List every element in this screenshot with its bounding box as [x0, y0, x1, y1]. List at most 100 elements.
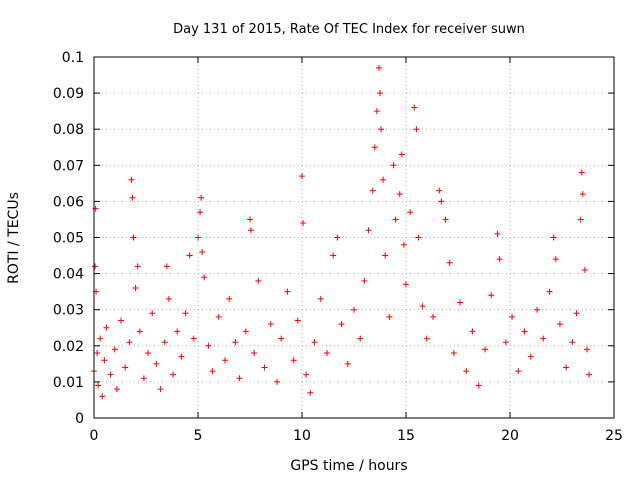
data-point [215, 313, 222, 320]
y-tick-label: 0.03 [53, 303, 84, 319]
data-point [170, 371, 177, 378]
data-point [392, 216, 399, 223]
data-point [222, 357, 229, 364]
data-point [261, 364, 268, 371]
y-tick-label: 0.07 [53, 158, 84, 174]
data-point [515, 368, 522, 375]
data-point [130, 234, 137, 241]
data-point [573, 310, 580, 317]
data-point [323, 350, 330, 357]
data-point [267, 321, 274, 328]
data-point [365, 227, 372, 234]
x-tick-label: 15 [397, 428, 415, 444]
data-point [378, 126, 385, 133]
x-tick-label: 0 [90, 428, 99, 444]
data-point [463, 368, 470, 375]
data-point [186, 252, 193, 259]
data-point [578, 169, 585, 176]
data-point [382, 252, 389, 259]
data-point [546, 288, 553, 295]
x-tick-label: 20 [501, 428, 519, 444]
data-point [149, 310, 156, 317]
data-point [586, 371, 593, 378]
data-point [330, 252, 337, 259]
data-point [242, 328, 249, 335]
data-point [419, 303, 426, 310]
data-point [338, 321, 345, 328]
data-point [577, 216, 584, 223]
data-point [375, 64, 382, 71]
data-point [450, 350, 457, 357]
data-point [438, 198, 445, 205]
x-tick-label: 25 [605, 428, 623, 444]
data-point [205, 342, 212, 349]
data-point [556, 321, 563, 328]
data-point [430, 313, 437, 320]
data-point [157, 386, 164, 393]
data-point [311, 339, 318, 346]
data-point [129, 194, 136, 201]
y-tick-label: 0.04 [53, 267, 84, 283]
data-point [457, 299, 464, 306]
data-point [103, 324, 110, 331]
data-point [371, 144, 378, 151]
y-tick-label: 0 [75, 411, 84, 427]
data-point [396, 191, 403, 198]
data-point [415, 234, 422, 241]
data-point [248, 227, 255, 234]
data-point [357, 335, 364, 342]
y-tick-label: 0.05 [53, 231, 84, 247]
x-axis-label: GPS time / hours [290, 458, 407, 474]
data-point [423, 335, 430, 342]
data-point [390, 162, 397, 169]
data-point [550, 234, 557, 241]
data-point [407, 209, 414, 216]
data-point [344, 360, 351, 367]
data-point [198, 194, 205, 201]
data-point [351, 306, 357, 313]
data-point [136, 328, 143, 335]
data-point [126, 339, 133, 346]
data-point [226, 295, 233, 302]
data-point [174, 328, 181, 335]
data-point [236, 375, 243, 382]
data-point [182, 310, 189, 317]
data-point [195, 234, 201, 241]
y-tick-label: 0.09 [53, 86, 84, 102]
data-point [128, 176, 135, 183]
x-tick-labels: 0 5 10 15 20 25 [90, 428, 623, 444]
data-point [278, 335, 285, 342]
data-point [569, 339, 576, 346]
data-point [132, 285, 139, 292]
data-point [307, 389, 314, 396]
x-tick-label: 10 [293, 428, 311, 444]
data-point [446, 259, 453, 266]
data-point [317, 295, 324, 302]
data-points [91, 64, 593, 400]
data-point [97, 335, 104, 342]
data-point [140, 375, 147, 382]
data-point [122, 364, 129, 371]
y-axis-label: ROTI / TECUs [6, 192, 22, 284]
data-point [377, 90, 383, 97]
data-point [583, 346, 590, 353]
data-point [190, 335, 197, 342]
data-point [361, 277, 368, 284]
data-point [101, 357, 108, 364]
data-point [386, 313, 393, 320]
data-point [469, 328, 476, 335]
data-point [563, 364, 570, 371]
data-point [107, 371, 114, 378]
y-tick-label: 0.01 [53, 375, 84, 391]
data-point [290, 357, 297, 364]
data-point [403, 281, 409, 288]
data-point [579, 191, 586, 198]
y-tick-labels: 0 0.01 0.02 0.03 0.04 0.05 0.06 0.07 0.08 0.09 0.1 [53, 50, 84, 427]
data-point [247, 216, 253, 223]
data-point [482, 346, 489, 353]
data-point [165, 295, 172, 302]
data-point [199, 248, 206, 255]
data-point [527, 353, 534, 360]
data-point [197, 209, 204, 216]
data-point [153, 360, 160, 367]
